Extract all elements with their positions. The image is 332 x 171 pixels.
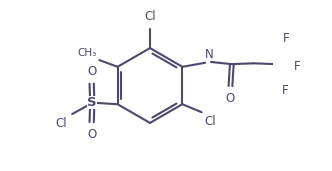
Text: F: F bbox=[282, 84, 289, 97]
Text: O: O bbox=[87, 128, 96, 141]
Text: Cl: Cl bbox=[56, 117, 67, 130]
Text: Cl: Cl bbox=[144, 10, 156, 23]
Text: F: F bbox=[294, 60, 301, 73]
Text: N: N bbox=[205, 48, 213, 61]
Text: S: S bbox=[87, 96, 97, 109]
Text: F: F bbox=[283, 32, 290, 45]
Text: Cl: Cl bbox=[205, 115, 216, 128]
Text: CH₃: CH₃ bbox=[77, 48, 97, 58]
Text: H: H bbox=[207, 50, 214, 60]
Text: O: O bbox=[226, 92, 235, 105]
Text: O: O bbox=[87, 65, 96, 78]
